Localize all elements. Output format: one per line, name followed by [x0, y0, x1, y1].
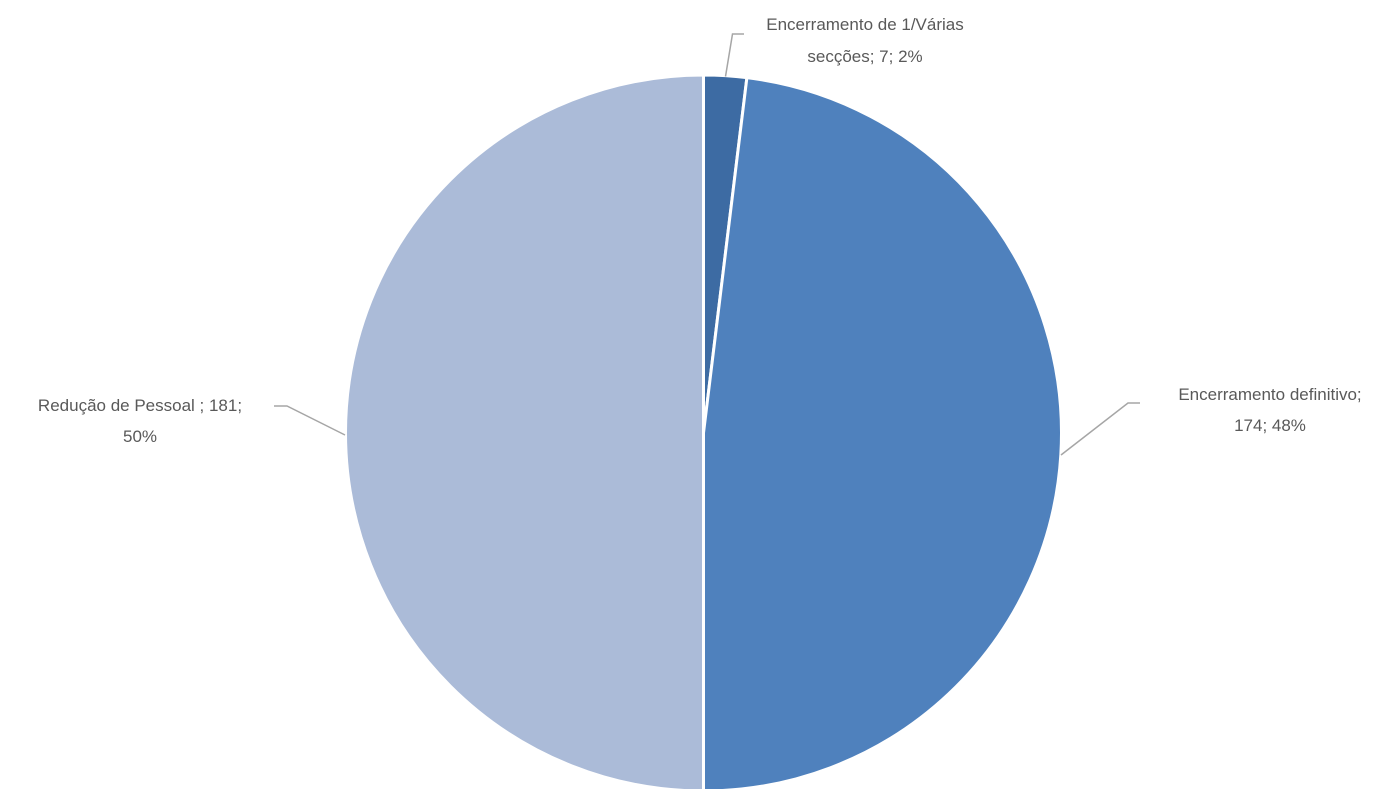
pie-slice-reducao-de-pessoal — [344, 73, 705, 789]
data-label-line: Encerramento de 1/Várias — [766, 15, 964, 34]
leader-line-encerramento-definitivo — [1060, 402, 1140, 456]
data-label-line: Redução de Pessoal ; 181; — [38, 396, 242, 415]
pie-slice-encerramento-definitivo — [702, 76, 1063, 789]
data-label-line: Encerramento definitivo; — [1178, 385, 1361, 404]
data-label-line: 50% — [123, 427, 157, 446]
data-labels: Encerramento de 1/Várias secções; 7; 2%En… — [38, 15, 1362, 446]
leader-line-encerramento-de-1-varias-seccoes — [724, 33, 744, 77]
data-label-reducao-de-pessoal: Redução de Pessoal ; 181; 50% — [38, 396, 242, 446]
pie-slices — [344, 73, 1063, 789]
data-label-line: secções; 7; 2% — [807, 47, 922, 66]
leader-line-reducao-de-pessoal — [274, 405, 346, 436]
leader-lines — [274, 33, 1140, 456]
data-label-encerramento-definitivo: Encerramento definitivo; 174; 48% — [1178, 385, 1361, 435]
data-label-encerramento-de-1-varias-seccoes: Encerramento de 1/Várias secções; 7; 2% — [766, 15, 964, 66]
data-label-line: 174; 48% — [1234, 416, 1306, 435]
